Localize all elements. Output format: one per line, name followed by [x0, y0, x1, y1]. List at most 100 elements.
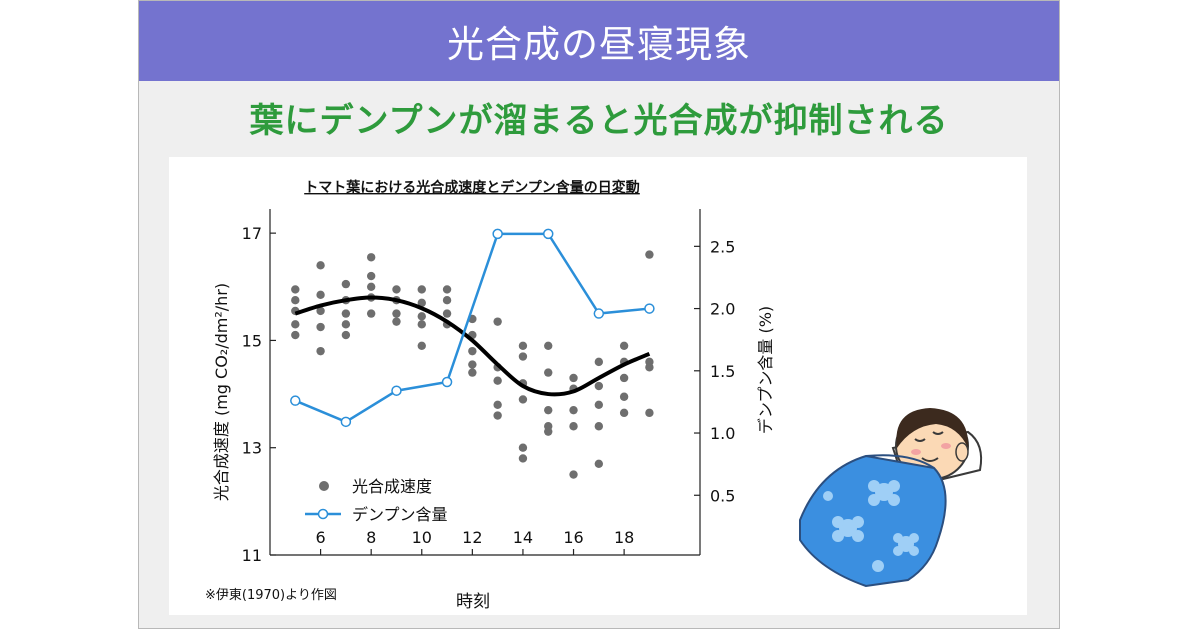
starch-content-point: [542, 228, 554, 240]
photosynthesis-point: [544, 427, 553, 436]
starch-content-point: [340, 416, 352, 428]
starch-content-point: [492, 228, 503, 240]
photosynthesis-point: [619, 341, 629, 350]
photosynthesis-point: [544, 405, 553, 415]
chart-title: トマト葉における光合成速度とデンプン含量の日変動: [304, 179, 640, 196]
photosynthesis-trend-curve: [294, 295, 651, 397]
photosynthesis-point: [291, 285, 300, 294]
legend-marker-photosynthesis: [319, 481, 329, 491]
x-tick-label: 6: [315, 528, 325, 547]
photosynthesis-point: [594, 422, 604, 431]
photosynthesis-point: [468, 360, 477, 369]
photosynthesis-point: [291, 320, 300, 329]
photosynthesis-point: [493, 400, 502, 409]
x-tick-label: 8: [366, 528, 376, 547]
photosynthesis-point: [518, 454, 528, 463]
photosynthesis-point: [341, 320, 351, 329]
sleeping-person-illustration: [799, 408, 983, 588]
photosynthesis-point: [518, 341, 528, 350]
y-axis-label-left: 光合成速度 (mg CO₂/dm²/hr): [212, 283, 231, 501]
source-note: ※伊東(1970)より作図: [205, 588, 337, 603]
photosynthesis-point: [316, 261, 325, 270]
photosynthesis-point: [316, 322, 325, 332]
photosynthesis-point: [518, 352, 528, 361]
y-right-tick-label: 0.5: [710, 486, 735, 505]
photosynthesis-point: [594, 381, 604, 391]
photosynthesis-point: [594, 400, 604, 409]
photosynthesis-point: [594, 459, 604, 469]
photosynthesis-point: [569, 422, 578, 431]
photosynthesis-point: [645, 363, 654, 372]
y-left-tick-label: 11: [242, 546, 262, 565]
y-left-tick-label: 13: [242, 439, 262, 458]
y-axis-label-right: デンプン含量 (%): [756, 306, 775, 434]
blanket-flower-pattern: [823, 480, 919, 572]
y-left-tick-label: 15: [242, 331, 262, 350]
photosynthesis-point: [645, 250, 654, 259]
plot-area: 6 8 10 12 14 16 18 11 13 15 17 0.5 1.0 1.5 2.0 2.5: [242, 209, 735, 565]
blanket: [799, 454, 947, 588]
y-right-tick-label: 1.5: [710, 362, 735, 381]
legend-marker-starch: [317, 508, 329, 520]
photosynthesis-point: [291, 330, 300, 340]
photosynthesis-point: [569, 373, 578, 383]
y-left-tick-label: 17: [242, 224, 262, 243]
photosynthesis-point: [417, 285, 426, 294]
photosynthesis-point: [341, 330, 351, 340]
photosynthesis-point: [366, 282, 376, 291]
photosynthesis-point: [442, 309, 452, 318]
photosynthesis-point: [645, 408, 654, 418]
page-title-banner: 光合成の昼寝現象: [139, 1, 1059, 81]
photosynthesis-point: [569, 405, 578, 415]
legend-label-starch: デンプン含量: [352, 505, 448, 524]
photosynthesis-point: [493, 411, 502, 420]
photosynthesis-point: [392, 309, 401, 318]
photosynthesis-point: [468, 346, 477, 356]
x-tick-label: 14: [513, 528, 533, 547]
photosynthesis-point: [518, 395, 528, 404]
x-axis-label: 時刻: [456, 592, 490, 612]
photosynthesis-point: [569, 470, 578, 479]
photosynthesis-point: [392, 317, 401, 326]
starch-content-point: [644, 303, 655, 314]
photosynthesis-point: [619, 392, 629, 401]
photosynthesis-point: [544, 368, 553, 377]
page-title: 光合成の昼寝現象: [447, 23, 751, 66]
photosynthesis-point: [442, 285, 452, 294]
starch-content-point: [593, 308, 605, 319]
photosynthesis-point: [493, 317, 502, 326]
photosynthesis-point: [316, 306, 325, 316]
x-tick-label: 10: [412, 528, 432, 547]
starch-content-point: [441, 376, 453, 388]
photosynthesis-point: [366, 271, 376, 281]
y-right-tick-label: 2.0: [710, 300, 735, 319]
photosynthesis-point: [417, 312, 426, 321]
x-tick-label: 16: [563, 528, 583, 547]
photosynthesis-point: [291, 295, 300, 305]
photosynthesis-point: [619, 373, 629, 383]
photosynthesis-point: [341, 279, 351, 289]
starch-content-line: [294, 232, 650, 424]
photosynthesis-point: [366, 309, 376, 318]
starch-content-point: [290, 395, 301, 406]
photosynthesis-point: [417, 298, 426, 308]
x-tick-label: 12: [462, 528, 482, 547]
starch-content-point: [391, 385, 402, 396]
photosynthesis-point: [316, 290, 325, 300]
photosynthesis-point: [518, 443, 528, 452]
page-subtitle: 葉にデンプンが溜まると光合成が抑制される: [249, 101, 949, 141]
y-right-tick-label: 1.0: [710, 424, 735, 443]
legend: 光合成速度 デンプン含量: [305, 477, 448, 524]
photosynthesis-point: [442, 295, 452, 305]
photosynthesis-point: [341, 309, 351, 318]
photosynthesis-point: [619, 408, 629, 418]
x-tick-label: 18: [614, 528, 634, 547]
photosynthesis-point: [366, 253, 376, 262]
photosynthesis-point: [468, 368, 477, 377]
photosynthesis-point: [392, 285, 401, 294]
person-head: [895, 408, 969, 480]
photosynthesis-point: [417, 341, 426, 350]
photosynthesis-point: [417, 320, 426, 329]
photosynthesis-point: [493, 376, 502, 385]
